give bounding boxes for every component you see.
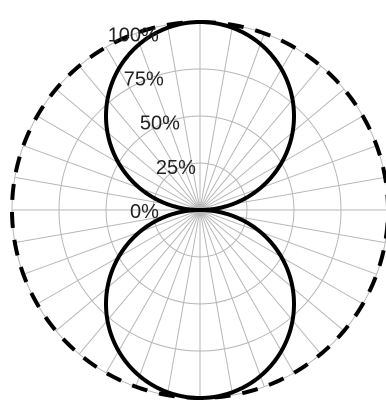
tick-label-layer: 0% 25% 50% 75% 100% — [108, 24, 196, 223]
series-layer — [10, 20, 386, 400]
grid-spoke-14 — [199, 209, 322, 355]
grid-spoke-35 — [166, 24, 201, 211]
grid-spoke-7 — [199, 145, 377, 211]
grid-spoke-21 — [105, 209, 201, 374]
grid-spoke-15 — [199, 209, 295, 374]
grid-spoke-2 — [199, 33, 265, 211]
grid-spoke-29 — [23, 145, 201, 211]
grid-spoke-23 — [55, 209, 201, 332]
grid-spoke-19 — [166, 209, 201, 396]
radial-tick-label-50: 50% — [140, 113, 180, 135]
grid-spoke-17 — [199, 209, 234, 396]
radial-tick-label-25: 25% — [156, 157, 196, 179]
grid-spoke-11 — [199, 209, 377, 275]
grid-spoke-22 — [78, 209, 201, 355]
grid-spoke-20 — [135, 209, 201, 387]
series-1-dashed — [10, 20, 386, 400]
grid-spoke-34 — [135, 33, 201, 211]
grid-spoke-31 — [55, 88, 201, 211]
radial-tick-label-0: 0% — [130, 201, 159, 223]
grid-spoke-13 — [199, 209, 345, 332]
radial-tick-label-75: 75% — [124, 69, 164, 91]
radial-tick-label-100: 100% — [108, 24, 159, 46]
grid-spoke-16 — [199, 209, 265, 387]
grid-spoke-1 — [199, 24, 234, 211]
grid-spoke-25 — [23, 209, 201, 275]
grid-spoke-4 — [199, 65, 322, 211]
grid-spoke-3 — [199, 46, 295, 211]
grid-spoke-5 — [199, 88, 345, 211]
grid-spoke-33 — [105, 46, 201, 211]
grid-spoke-32 — [78, 65, 201, 211]
